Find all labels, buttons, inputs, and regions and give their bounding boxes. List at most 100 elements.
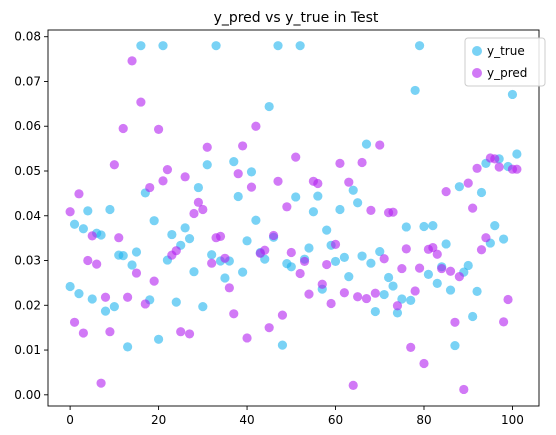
y-tick-label: 0.01 [14, 343, 41, 357]
point-y-pred [481, 233, 491, 243]
point-y-true [406, 295, 416, 305]
point-y-true [499, 234, 509, 244]
y-tick-label: 0.04 [14, 209, 41, 223]
point-y-pred [357, 157, 367, 168]
point-y-pred [370, 288, 380, 298]
point-y-pred [65, 207, 75, 217]
point-y-true [180, 223, 190, 233]
point-y-true [384, 272, 394, 283]
point-y-pred [233, 169, 243, 179]
point-y-true [441, 239, 451, 249]
point-y-pred [388, 207, 398, 217]
point-y-true [423, 269, 434, 279]
point-y-pred [149, 276, 159, 286]
point-y-pred [273, 176, 283, 186]
legend-marker-y-pred [472, 68, 482, 78]
point-y-pred [503, 294, 513, 305]
point-y-true [136, 41, 146, 51]
point-y-pred [158, 176, 168, 186]
point-y-pred [189, 208, 199, 219]
point-y-pred [326, 298, 336, 309]
point-y-pred [401, 244, 411, 254]
point-y-pred [118, 123, 128, 134]
point-y-true [211, 41, 221, 51]
point-y-true [512, 149, 522, 159]
point-y-pred [268, 230, 279, 241]
point-y-true [105, 204, 115, 215]
point-y-true [322, 225, 332, 235]
point-y-true [229, 157, 239, 167]
point-y-pred [494, 162, 504, 172]
point-y-true [153, 334, 164, 344]
point-y-pred [78, 328, 88, 338]
point-y-true [313, 191, 323, 201]
point-y-true [432, 278, 442, 288]
point-y-true [96, 230, 106, 240]
point-y-true [410, 85, 420, 96]
x-tick-label: 80 [416, 413, 431, 427]
point-y-true [370, 306, 380, 317]
point-y-pred [379, 254, 389, 264]
point-y-pred [419, 358, 429, 369]
y-tick-label: 0.00 [14, 388, 41, 402]
x-tick-label: 60 [328, 413, 343, 427]
point-y-pred [229, 309, 239, 319]
point-y-pred [353, 292, 363, 302]
x-tick-label: 100 [501, 413, 524, 427]
point-y-true [472, 286, 482, 297]
point-y-pred [171, 246, 181, 256]
point-y-true [335, 204, 345, 215]
point-y-true [450, 340, 460, 351]
point-y-true [401, 222, 411, 232]
point-y-pred [348, 380, 358, 391]
point-y-pred [109, 160, 119, 170]
point-y-pred [375, 140, 385, 150]
point-y-true [220, 273, 230, 283]
y-tick-label: 0.05 [14, 164, 41, 178]
point-y-pred [87, 231, 97, 241]
point-y-pred [463, 178, 473, 188]
point-y-true [123, 342, 133, 352]
x-tick-label: 0 [66, 413, 74, 427]
point-y-true [100, 306, 111, 316]
point-y-pred [286, 247, 296, 258]
point-y-pred [392, 301, 403, 311]
point-y-pred [330, 239, 341, 250]
point-y-pred [123, 292, 133, 302]
point-y-true [207, 250, 217, 260]
point-y-pred [207, 258, 217, 268]
point-y-pred [277, 310, 288, 320]
point-y-true [357, 251, 367, 261]
point-y-true [273, 41, 283, 51]
point-y-pred [215, 231, 226, 241]
point-y-pred [428, 242, 438, 253]
point-y-true [361, 139, 372, 149]
point-y-true [339, 252, 349, 262]
point-y-true [348, 185, 358, 195]
point-y-pred [472, 163, 482, 173]
point-y-true [507, 89, 518, 100]
point-y-pred [224, 283, 234, 293]
point-y-pred [131, 268, 142, 278]
point-y-true [171, 297, 181, 307]
point-y-true [468, 311, 478, 322]
y-tick-label: 0.03 [14, 254, 41, 268]
axes-frame [47, 29, 540, 407]
point-y-true [445, 285, 456, 295]
point-y-pred [100, 292, 111, 302]
point-y-true [463, 260, 473, 271]
point-y-pred [459, 384, 469, 395]
point-y-pred [490, 154, 500, 164]
point-y-pred [313, 178, 323, 189]
point-y-true [118, 251, 128, 261]
point-y-pred [499, 317, 509, 327]
point-y-true [454, 182, 464, 192]
point-y-pred [291, 152, 301, 162]
point-y-pred [299, 256, 310, 267]
point-y-pred [96, 378, 106, 388]
point-y-pred [366, 205, 376, 215]
point-y-pred [512, 164, 522, 174]
point-y-pred [202, 142, 212, 152]
